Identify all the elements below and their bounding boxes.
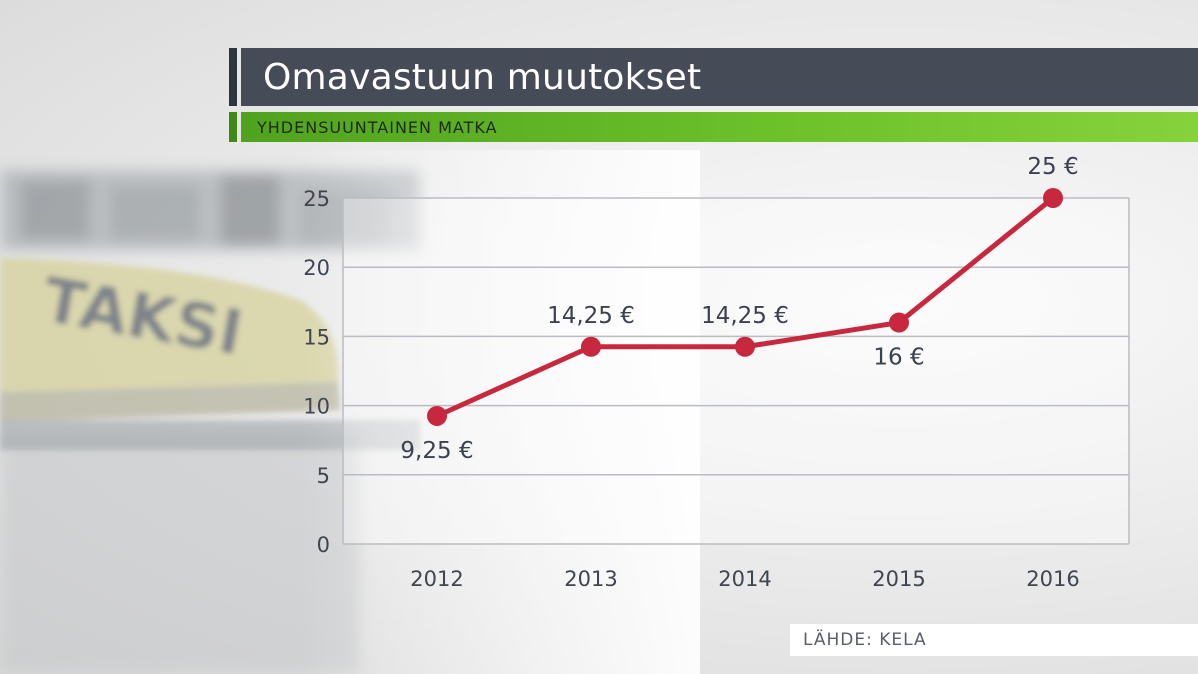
title-bar-divider — [237, 48, 241, 106]
chart-title: Omavastuun muutokset — [263, 56, 702, 98]
source-label: LÄHDE: KELA — [803, 630, 927, 650]
data-label-2015: 16 € — [873, 345, 924, 371]
subtitle-bar: YHDENSUUNTAINEN MATKA — [229, 112, 1198, 142]
x-tick-label: 2014 — [718, 567, 771, 591]
data-point-2016 — [1043, 188, 1063, 208]
y-axis-ticks: 0 5 10 15 20 25 — [303, 187, 330, 557]
data-point-2013 — [581, 336, 601, 357]
title-bar-accent — [229, 48, 237, 106]
x-tick-label: 2012 — [410, 567, 463, 591]
title-bar: Omavastuun muutokset — [229, 48, 1198, 106]
data-point-2015 — [889, 312, 909, 333]
data-point-2012 — [427, 405, 447, 426]
data-point-2014 — [735, 336, 755, 357]
series-line — [427, 188, 1063, 426]
y-tick-label: 0 — [317, 533, 330, 557]
data-label-2014: 14,25 € — [701, 303, 789, 329]
x-tick-label: 2016 — [1026, 567, 1079, 591]
y-tick-label: 25 — [303, 187, 330, 211]
data-label-2013: 14,25 € — [547, 303, 635, 329]
x-tick-label: 2013 — [564, 567, 617, 591]
x-axis-ticks: 2012 2013 2014 2015 2016 — [410, 567, 1079, 591]
plot-area — [343, 198, 1129, 544]
y-tick-label: 10 — [303, 395, 330, 419]
y-tick-label: 5 — [317, 464, 330, 488]
subtitle-bar-accent — [229, 112, 237, 142]
source-box: LÄHDE: KELA — [790, 624, 1198, 656]
grid-lines — [342, 197, 1130, 545]
y-tick-label: 15 — [303, 325, 330, 349]
subtitle-bar-divider — [237, 112, 241, 142]
x-tick-label: 2015 — [872, 567, 925, 591]
data-labels: 9,25 € 14,25 € 14,25 € 16 € 25 € — [400, 154, 1078, 464]
chart-subtitle: YHDENSUUNTAINEN MATKA — [257, 117, 498, 137]
data-label-2016: 25 € — [1027, 154, 1078, 180]
data-label-2012: 9,25 € — [400, 438, 473, 464]
y-tick-label: 20 — [303, 256, 330, 280]
